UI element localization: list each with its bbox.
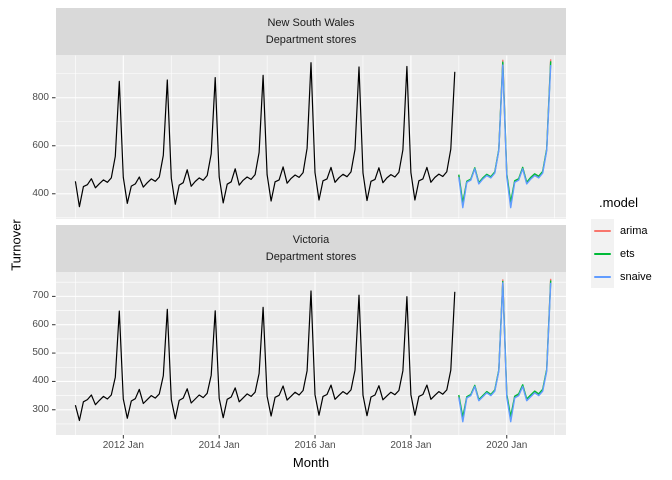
y-tick-label: 800 [32,91,49,103]
legend-title: .model [599,195,639,210]
legend-entry-arima: arima [591,219,652,242]
x-tick-label: 2012 Jan [102,440,144,451]
y-tick-label: 700 [32,290,49,302]
forecast-line-snaive-nsw [458,64,552,209]
legend-label-ets: ets [620,247,635,260]
y-tick-label: 300 [32,403,49,415]
y-tick-label: 600 [32,318,49,330]
snaive-line-swatch-icon [594,275,611,278]
y-axis-title: Turnover [8,219,24,271]
legend-label-snaive: snaive [620,270,652,283]
facet-strip-industry-label: Department stores [265,33,357,46]
forecast-line-snaive-victoria [458,282,552,423]
legend-key-snaive [591,265,614,288]
y-tick-label: 400 [32,187,49,199]
facet-strip-state-label: Victoria [292,233,330,246]
legend: .model arima ets snaive [591,195,652,288]
legend-key-ets [591,242,614,265]
arima-line-swatch-icon [594,229,611,232]
x-tick-label: 2014 Jan [198,440,240,451]
history-line-victoria [74,290,456,422]
legend-entry-ets: ets [591,242,652,265]
facet-strip-nsw: New South Wales Department stores [56,8,566,55]
history-line-nsw [74,62,456,208]
y-tick-label: 600 [32,139,49,151]
x-tick-label: 2016 Jan [294,440,336,451]
legend-key-arima [591,219,614,242]
y-tick-label: 400 [32,375,49,387]
facet-strip-industry-label: Department stores [265,250,357,263]
facet-strip-victoria: Victoria Department stores [56,225,566,272]
facet-strip-state-label: New South Wales [267,16,355,29]
ets-line-swatch-icon [594,252,611,255]
x-tick-label: 2018 Jan [390,440,432,451]
x-axis-title: Month [292,455,330,470]
legend-label-arima: arima [620,224,648,237]
y-tick-label: 500 [32,347,49,359]
legend-entry-snaive: snaive [591,265,652,288]
panel-background-nsw [56,55,566,219]
x-tick-label: 2020 Jan [486,440,528,451]
